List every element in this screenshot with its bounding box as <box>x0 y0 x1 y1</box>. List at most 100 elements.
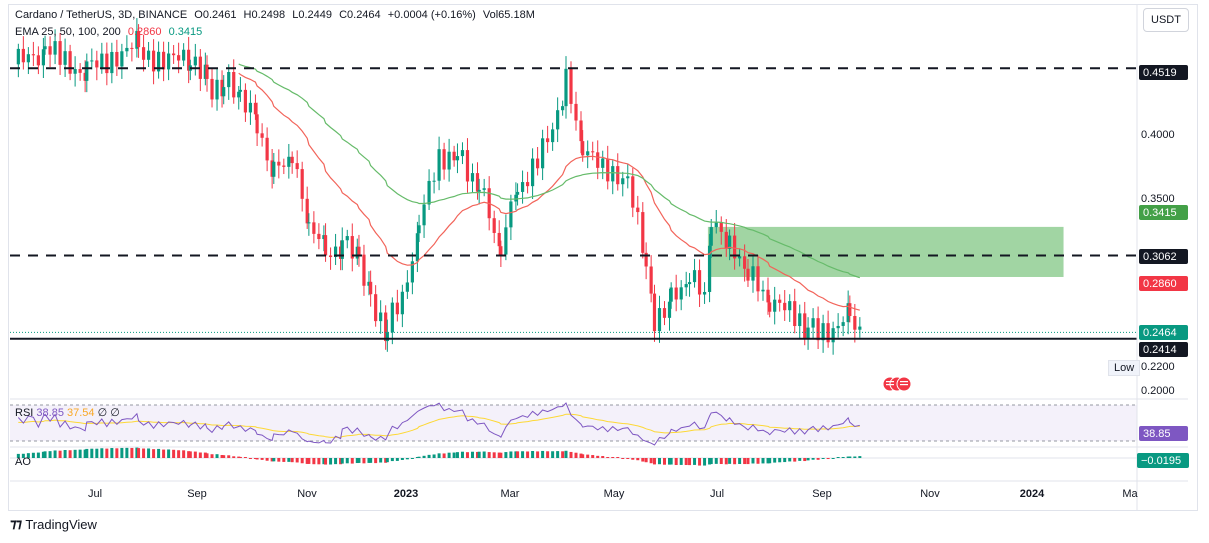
candle-body <box>130 47 134 49</box>
ao-bar <box>826 458 830 460</box>
candle-body <box>520 182 525 192</box>
candle-body <box>31 54 35 56</box>
candle-body <box>182 49 186 61</box>
ao-bar <box>203 452 207 458</box>
ema-green-line <box>238 63 860 279</box>
symbol-legend: Cardano / TetherUS, 3D, BINANCE O0.2461 … <box>15 9 539 21</box>
candle-body <box>442 149 446 170</box>
candle-body <box>90 60 94 62</box>
ao-bar <box>841 457 845 458</box>
candle-body <box>586 151 590 156</box>
candle-body <box>16 48 20 65</box>
events-flag-icon[interactable] <box>880 376 914 392</box>
candle-body <box>626 176 630 179</box>
ao-bar <box>724 458 728 465</box>
ao-bar <box>811 458 815 460</box>
change-value: +0.0004 (+0.16%) <box>387 9 476 21</box>
candle-body <box>73 69 77 74</box>
ao-bar <box>227 455 231 458</box>
candle-body <box>220 79 224 97</box>
candle-body <box>465 150 470 182</box>
time-label-jul-2022: Jul <box>87 488 103 500</box>
candle-body <box>841 322 845 326</box>
candle-body <box>237 91 241 98</box>
candle-body <box>569 68 573 104</box>
candle-body <box>135 30 139 49</box>
candle-body <box>177 55 181 61</box>
ao-bar <box>205 453 209 458</box>
ao-bar <box>248 458 252 459</box>
ao-bar <box>277 458 281 462</box>
ao-bar <box>743 458 747 465</box>
ao-bar <box>836 457 840 458</box>
candle-body <box>58 41 62 65</box>
ao-bar <box>636 458 640 461</box>
ao-bar <box>339 458 343 465</box>
candle-body <box>644 252 648 267</box>
candle-body <box>272 161 276 177</box>
vol-value: 65.18M <box>498 9 535 21</box>
ao-bar <box>362 458 366 464</box>
ao-bar <box>31 452 35 458</box>
ao-bar <box>766 458 770 464</box>
candle-body <box>452 151 456 161</box>
low-label: L <box>292 9 299 21</box>
ao-bar <box>322 458 326 465</box>
candle-body <box>564 68 568 107</box>
price-tag-level-high: 0.4519 <box>1139 65 1188 80</box>
candle-body <box>611 166 615 182</box>
ao-bar <box>569 451 573 458</box>
ao-bar <box>105 448 109 458</box>
candle-body <box>322 235 326 240</box>
demand-zone <box>707 226 1064 277</box>
candle-body <box>766 289 770 303</box>
candle-body <box>427 180 431 205</box>
footer-brand[interactable]: ⁊⁊ TradingView <box>10 516 97 532</box>
ao-bar <box>733 458 737 465</box>
ao-bar <box>662 458 666 465</box>
candle-body <box>751 266 755 281</box>
ao-bar <box>738 458 742 464</box>
candle-body <box>714 222 718 228</box>
candle-body <box>858 326 862 330</box>
candle-body <box>78 69 82 73</box>
candle-body <box>203 64 207 79</box>
ao-bar <box>137 448 141 458</box>
vol-label: Vol <box>482 9 499 21</box>
candle-body <box>282 165 286 167</box>
candle-body <box>525 182 530 187</box>
currency-button[interactable]: USDT <box>1143 8 1189 32</box>
ao-bar <box>312 458 316 465</box>
ao-bar <box>26 453 30 458</box>
ao-bar <box>73 449 77 458</box>
time-label-sep-2022: Sep <box>187 488 207 500</box>
price-tag-level-mid: 0.3062 <box>1139 249 1188 264</box>
candle-body <box>41 49 45 66</box>
candle-body <box>761 289 765 292</box>
candle-body <box>317 233 321 240</box>
ao-bar <box>83 449 87 458</box>
candle-body <box>514 194 518 202</box>
ao-bar <box>369 458 373 463</box>
ao-bar <box>329 458 333 465</box>
rsi-extra-1: ∅ <box>97 407 108 419</box>
ao-bar <box>120 447 124 458</box>
ao-bar <box>455 452 459 458</box>
ao-bar <box>531 451 535 458</box>
candle-body <box>499 246 503 255</box>
ao-bar <box>243 457 247 458</box>
price-tag-ema-red: 0.2860 <box>1139 276 1188 291</box>
ao-bar <box>631 458 635 460</box>
candle-body <box>222 87 226 97</box>
ao-legend: AO <box>15 456 31 468</box>
ao-bar <box>514 451 518 458</box>
ao-bar <box>210 454 214 458</box>
ao-bar <box>768 458 772 464</box>
ao-bar <box>641 458 645 462</box>
candle-body <box>662 308 667 318</box>
ao-bar <box>130 447 134 458</box>
candle-body <box>290 156 294 164</box>
ao-bar <box>611 457 615 458</box>
rsi-legend: RSI 38.85 37.54 ∅ ∅ <box>15 406 120 419</box>
